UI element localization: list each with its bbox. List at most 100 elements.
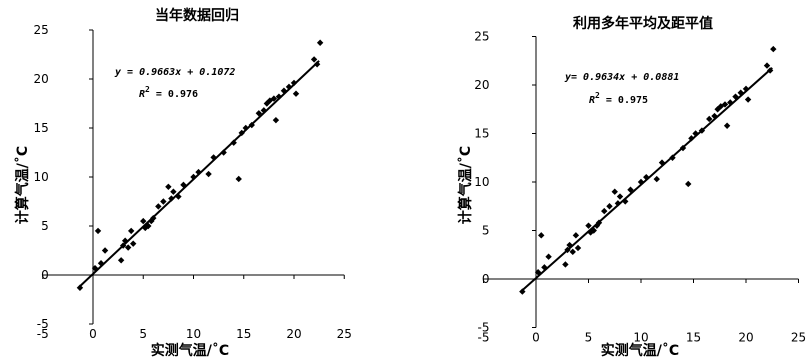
regression-equation: y= 0.9634x + 0.0881 (564, 72, 679, 83)
data-point (165, 183, 172, 190)
data-point (130, 240, 137, 247)
data-point (195, 168, 202, 176)
data-point (280, 87, 288, 94)
data-point (541, 264, 548, 271)
data-point (545, 253, 552, 260)
data-point (230, 139, 237, 146)
data-point (742, 85, 750, 93)
data-point (150, 214, 157, 222)
chart-title: 利用多年平均及距平值 (573, 15, 713, 32)
data-point (255, 110, 263, 117)
data-point (76, 284, 84, 291)
data-point (242, 124, 249, 132)
data-point (622, 198, 629, 205)
data-point (238, 129, 245, 137)
regression-equation: y = 0.9663x + 0.1072 (114, 67, 235, 78)
data-point (168, 195, 175, 202)
x-tick-label: 20 (286, 327, 301, 341)
data-point (587, 229, 594, 236)
x-tick-label: 25 (337, 327, 352, 341)
x-tick-label: 5 (139, 327, 147, 341)
r-squared-symbol: R (139, 89, 145, 100)
data-point (723, 122, 731, 129)
data-point (611, 188, 618, 195)
data-point (235, 175, 242, 183)
x-tick-label: 0 (532, 331, 540, 345)
y-tick-label: -5 (37, 317, 49, 331)
data-point (595, 219, 603, 226)
data-point (717, 103, 724, 110)
data-point (727, 99, 734, 106)
y-tick-label: 20 (33, 72, 48, 86)
data-point (155, 203, 162, 210)
data-point (653, 175, 660, 183)
data-point (180, 181, 187, 189)
data-point (101, 247, 109, 254)
data-point (124, 244, 132, 251)
data-point (698, 127, 706, 134)
data-point (643, 173, 650, 181)
data-point (316, 39, 324, 46)
data-point (601, 207, 608, 215)
y-tick-label: 25 (474, 30, 489, 44)
data-point (770, 45, 777, 53)
data-point (119, 242, 127, 249)
data-point (260, 107, 268, 114)
data-point (669, 154, 676, 161)
data-point (763, 62, 771, 69)
data-point (569, 248, 576, 256)
y-tick-label: 15 (474, 127, 489, 141)
data-point (220, 149, 227, 156)
r-squared-label: R2 = 0.975 (589, 91, 648, 106)
y-tick-label: 0 (41, 268, 49, 282)
data-point (732, 93, 739, 100)
data-point (285, 83, 293, 91)
data-point (519, 288, 526, 295)
x-tick-label: 10 (186, 327, 201, 341)
data-point (711, 112, 718, 120)
data-point (121, 237, 129, 244)
data-point (585, 222, 592, 229)
data-point (574, 244, 582, 252)
data-point (272, 116, 280, 124)
r-squared-value: = 0.976 (150, 89, 198, 100)
x-tick-label: 5 (585, 331, 593, 345)
data-point (737, 89, 744, 96)
y-tick-label: 10 (474, 175, 489, 189)
y-tick-label: 5 (482, 224, 490, 238)
data-point (210, 154, 217, 161)
data-point (637, 178, 645, 186)
data-point (248, 121, 255, 129)
x-tick-label: -5 (478, 331, 490, 345)
data-point (140, 217, 147, 225)
r-squared-symbol: R (589, 95, 595, 106)
data-point (97, 260, 105, 267)
x-tick-label: 0 (89, 327, 97, 341)
data-point (205, 170, 212, 178)
chart-panel-left: 当年数据回归 -5 0 5 10 15 20 25 -5 0 5 10 15 20 25 y = 0.9663… (14, 7, 352, 359)
data-point (270, 95, 278, 102)
data-point (160, 198, 167, 205)
y-tick-label: 5 (41, 219, 49, 233)
data-point (572, 232, 580, 239)
data-point (744, 96, 752, 103)
x-tick-label: 15 (686, 331, 701, 345)
data-point (91, 264, 99, 272)
x-tick-label: 20 (738, 331, 753, 345)
y-tick-label: 25 (33, 23, 48, 37)
data-point (658, 159, 666, 166)
data-point (606, 203, 613, 210)
data-point (614, 200, 622, 207)
data-point (127, 227, 135, 235)
r-squared-exponent: 2 (595, 91, 600, 100)
data-point (190, 173, 197, 181)
data-point (692, 130, 699, 137)
y-axis-label: 计算气温/˚C (14, 146, 31, 224)
x-tick-label: 10 (633, 331, 648, 345)
x-tick-label: -5 (37, 327, 49, 341)
y-tick-label: 0 (482, 272, 490, 286)
x-tick-label: 15 (236, 327, 251, 341)
y-tick-label: 20 (474, 78, 489, 92)
data-point (310, 56, 318, 63)
